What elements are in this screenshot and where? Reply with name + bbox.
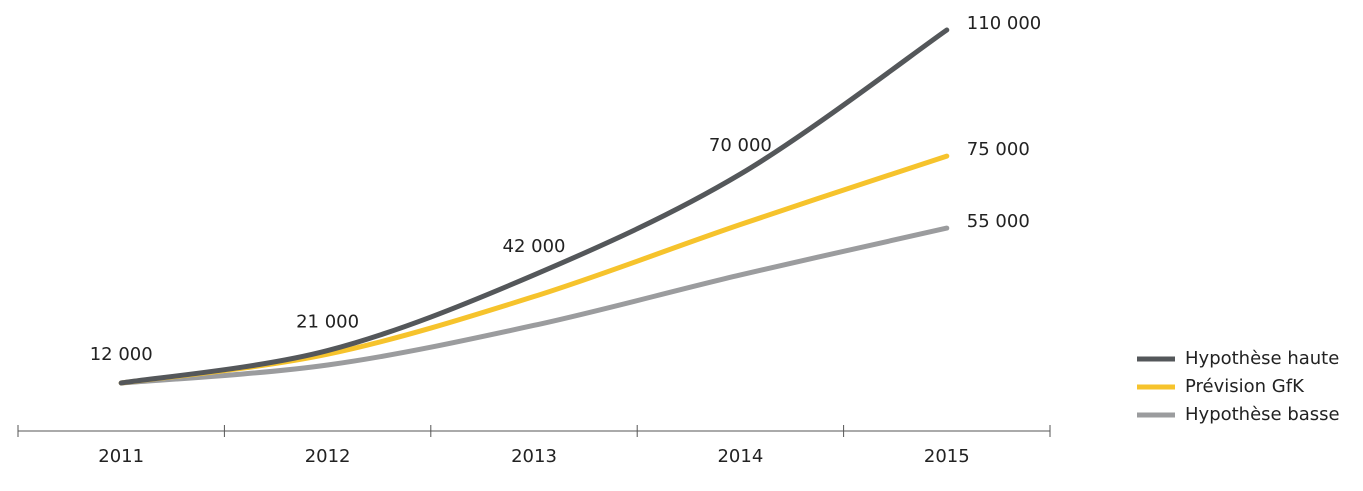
x-tick-label: 2013 [511,446,557,467]
legend-label: Hypothèse haute [1185,348,1339,369]
series-line [118,27,950,386]
data-label: 70 000 [709,135,772,156]
data-label: 55 000 [967,211,1030,232]
x-tick-label: 2014 [717,446,763,467]
data-label: 12 000 [90,344,153,365]
data-label: 21 000 [296,312,359,333]
x-tick-label: 2011 [98,446,144,467]
legend-label: Prévision GfK [1185,376,1305,397]
data-label: 75 000 [967,139,1030,160]
data-label: 42 000 [503,236,566,257]
series-line [118,153,950,386]
x-tick-label: 2012 [305,446,351,467]
x-tick-label: 2015 [924,446,970,467]
series-line [118,225,950,386]
data-label: 110 000 [967,13,1041,34]
legend-label: Hypothèse basse [1185,404,1340,425]
